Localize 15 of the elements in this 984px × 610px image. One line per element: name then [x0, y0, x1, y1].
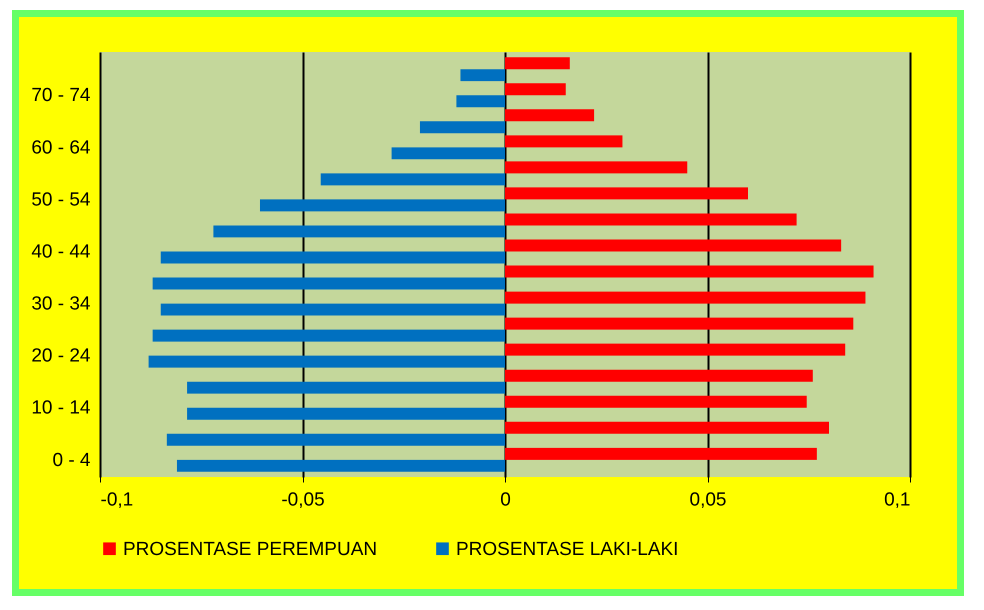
x-tick-label: -0,05 [281, 490, 325, 510]
legend-label: PROSENTASE LAKI-LAKI [456, 538, 678, 560]
x-tick-label: 0,1 [884, 490, 910, 510]
x-tick-label: 0,05 [690, 490, 726, 510]
y-tick-label: 60 - 64 [31, 137, 91, 158]
y-tick-label: 70 - 74 [31, 85, 91, 106]
y-tick-label: 20 - 24 [31, 346, 91, 367]
y-tick-label: 10 - 14 [31, 398, 91, 419]
y-tick-label: 50 - 54 [31, 189, 91, 210]
y-tick-label: 0 - 4 [52, 450, 91, 471]
y-tick-label: 30 - 34 [31, 294, 91, 315]
legend-label: PROSENTASE PEREMPUAN [123, 538, 378, 560]
x-tick-label: 0 [500, 490, 511, 510]
y-tick-label: 40 - 44 [31, 241, 91, 262]
x-tick-label: -0,1 [100, 490, 134, 510]
